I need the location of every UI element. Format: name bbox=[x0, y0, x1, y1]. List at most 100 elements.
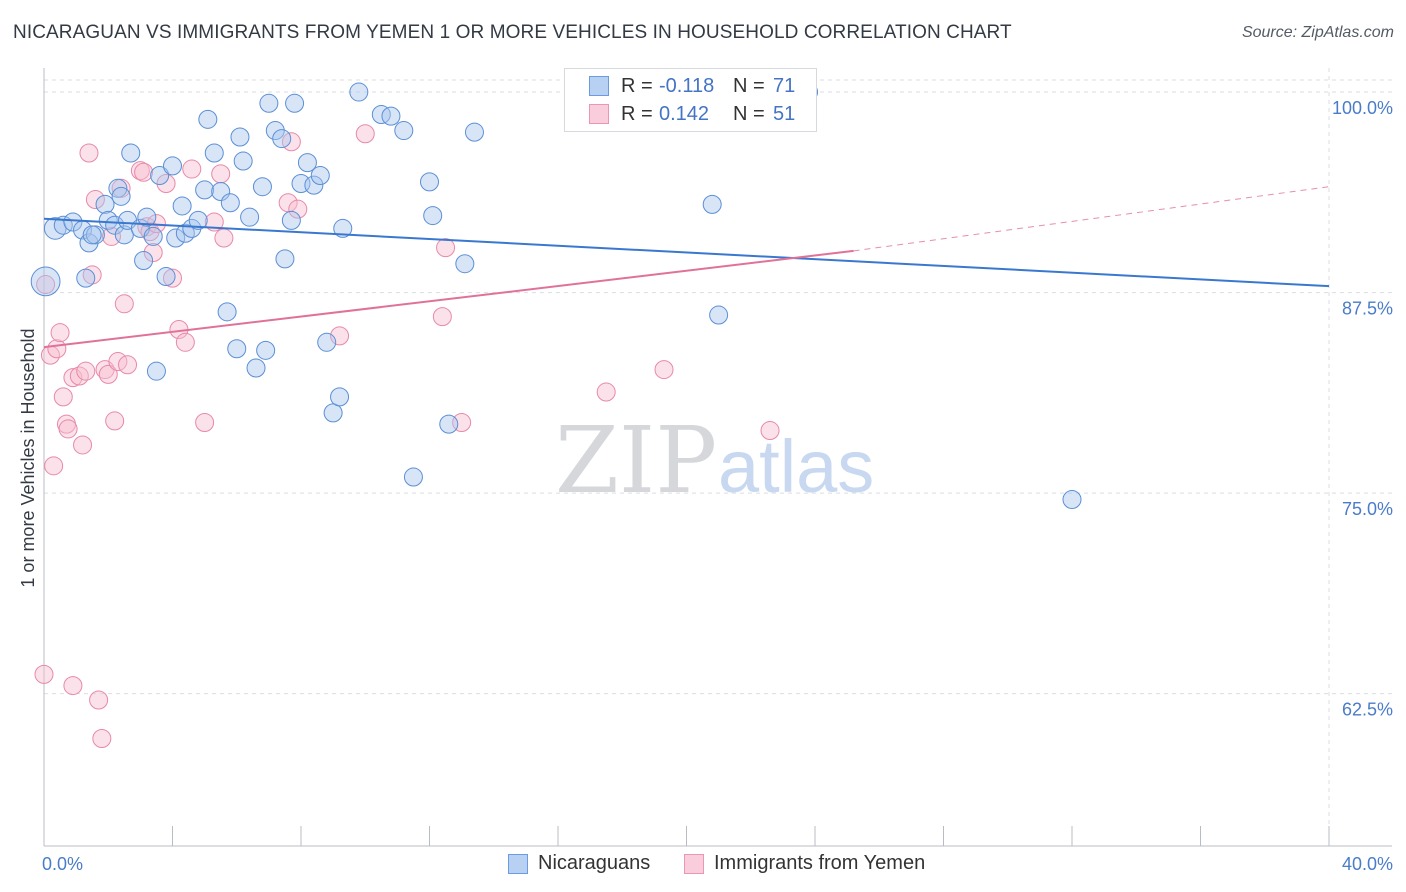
trend-lines bbox=[43, 186, 1330, 349]
legend-r-label: R = bbox=[621, 102, 653, 125]
nicaraguan-point bbox=[111, 186, 131, 206]
nicaraguan-point bbox=[146, 361, 166, 381]
nicaraguan-point bbox=[310, 165, 330, 185]
yemen-point bbox=[175, 332, 195, 352]
nicaraguan-point bbox=[381, 106, 401, 126]
series-nicaraguans-points bbox=[30, 82, 1082, 510]
nicaraguan-point bbox=[182, 218, 202, 238]
legend-n-label: N = bbox=[733, 102, 765, 125]
nicaraguan-point bbox=[63, 212, 83, 232]
yemen-point bbox=[105, 411, 125, 431]
y-axis-title: 1 or more Vehicles in Household bbox=[18, 328, 38, 587]
nicaraguan-point bbox=[702, 194, 722, 214]
yemen-point bbox=[85, 190, 105, 210]
nicaraguan-point bbox=[394, 121, 414, 141]
bottom-legend-yemen: Immigrants from Yemen bbox=[684, 852, 925, 875]
nicaraguan-point bbox=[95, 194, 115, 214]
nicaraguan-point bbox=[188, 210, 208, 230]
yemen-point bbox=[53, 387, 73, 407]
nicaraguan-point bbox=[240, 207, 260, 227]
nicaraguan-point bbox=[272, 129, 292, 149]
bottom-legend-label: Immigrants from Yemen bbox=[714, 852, 926, 874]
watermark-zip: ZIP bbox=[555, 407, 717, 514]
nicaraguan-point bbox=[121, 143, 141, 163]
nicaraguan-point bbox=[297, 153, 317, 173]
nicaraguan-point bbox=[105, 215, 125, 235]
source-note: Source: ZipAtlas.com bbox=[1241, 24, 1394, 41]
yemen-point bbox=[79, 143, 99, 163]
nicaraguan-point bbox=[265, 121, 285, 141]
nicaraguan-point bbox=[195, 180, 215, 200]
yemen-point bbox=[47, 339, 67, 359]
yemen-point bbox=[36, 275, 56, 295]
axes bbox=[43, 68, 1392, 847]
yemen-point bbox=[118, 355, 138, 375]
yemen-point bbox=[182, 159, 202, 179]
y-tick-label: 87.5% bbox=[1342, 299, 1393, 319]
nicaraguan-point bbox=[198, 109, 218, 129]
nicaraguan-point bbox=[371, 105, 391, 125]
x-tick-label: 40.0% bbox=[1342, 854, 1393, 874]
yemen-point bbox=[114, 294, 134, 314]
nicaraguan-point bbox=[98, 210, 118, 230]
y-tick-labels: 62.5% 75.0% 87.5% 100.0% bbox=[1332, 98, 1393, 720]
nicaraguan-point bbox=[1062, 490, 1082, 510]
nicaraguan-point bbox=[150, 165, 170, 185]
nicaraguan-point bbox=[172, 196, 192, 216]
nicaraguan-point bbox=[233, 151, 253, 171]
yemen-point bbox=[63, 676, 83, 696]
yemen-point bbox=[130, 161, 150, 181]
nicaraguan-point bbox=[230, 127, 250, 147]
y-tick-label: 62.5% bbox=[1342, 700, 1393, 720]
nicaraguan-point bbox=[204, 143, 224, 163]
chart-title: NICARAGUAN VS IMMIGRANTS FROM YEMEN 1 OR… bbox=[13, 22, 1012, 43]
y-tick-label: 75.0% bbox=[1342, 499, 1393, 519]
yemen-point bbox=[156, 173, 176, 193]
yemen-point bbox=[288, 199, 308, 219]
bottom-legend-swatch-blue bbox=[508, 853, 528, 874]
grid-lines bbox=[44, 68, 1392, 846]
nicaraguan-point bbox=[166, 228, 186, 248]
yemen-point bbox=[98, 364, 118, 384]
legend-row-nicaraguans: R = -0.118 N = 71 bbox=[589, 73, 795, 99]
legend-r-value: -0.118 bbox=[659, 74, 715, 97]
yemen-point bbox=[436, 238, 456, 258]
yemen-point bbox=[195, 413, 215, 433]
nicaraguan-point bbox=[259, 93, 279, 113]
nicaraguan-point bbox=[137, 207, 157, 227]
nicaraguan-point bbox=[281, 210, 301, 230]
legend-r-label: R = bbox=[621, 74, 653, 97]
yemen-point bbox=[432, 307, 452, 327]
yemen-point bbox=[355, 124, 375, 144]
yemen-point bbox=[73, 435, 93, 455]
yemen-point bbox=[134, 162, 154, 182]
nicaraguan-point bbox=[163, 156, 182, 176]
nicaraguan-point bbox=[439, 414, 459, 434]
yemen-point bbox=[92, 729, 112, 749]
x-tick-labels: 0.0% 40.0% bbox=[42, 854, 1393, 874]
legend-r-value: 0.142 bbox=[659, 102, 710, 125]
watermark-atlas: atlas bbox=[718, 425, 874, 508]
series-yemen-points bbox=[34, 124, 780, 749]
nicaraguan-point bbox=[246, 358, 266, 378]
watermark: ZIP atlas bbox=[555, 407, 874, 514]
yemen-point bbox=[34, 664, 54, 684]
nicaraguan-point bbox=[227, 339, 247, 359]
stats-legend: R = -0.118 N = 71 R = 0.142 N = 51 bbox=[564, 68, 817, 132]
yemen-point bbox=[760, 421, 780, 441]
yemen-point bbox=[76, 361, 96, 381]
yemen-point bbox=[69, 366, 89, 386]
nicaraguan-point bbox=[317, 332, 337, 352]
yemen-trend-line bbox=[43, 249, 854, 349]
nicaraguans-trend-line bbox=[43, 217, 1330, 288]
yemen-trend-extension bbox=[853, 186, 1330, 252]
nicaraguan-point bbox=[76, 268, 96, 288]
nicaraguan-point bbox=[211, 182, 231, 202]
yemen-point bbox=[214, 228, 234, 248]
nicaraguan-point bbox=[285, 93, 305, 113]
nicaraguan-point bbox=[275, 249, 295, 269]
legend-n-value: 71 bbox=[773, 74, 796, 97]
nicaraguan-point bbox=[256, 340, 276, 360]
nicaraguan-point bbox=[30, 266, 61, 297]
